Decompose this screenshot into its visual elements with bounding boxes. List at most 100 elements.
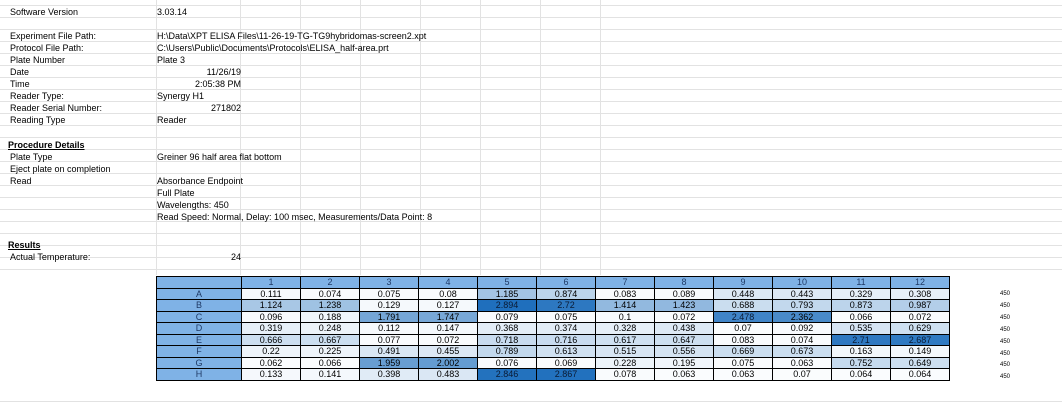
sheet-row-gridline bbox=[0, 101, 1062, 102]
plate-well-value: 0.064 bbox=[831, 368, 891, 381]
plate-well-value: 1.423 bbox=[654, 299, 714, 312]
sheet-column-gridline bbox=[420, 0, 421, 275]
actual-temperature-value: 24 bbox=[230, 252, 241, 262]
plate-well-value: 0.617 bbox=[595, 333, 655, 346]
plate-well-value: 0.141 bbox=[300, 368, 360, 381]
date-value: 11/26/19 bbox=[206, 67, 241, 77]
plate-well-value: 1.414 bbox=[595, 299, 655, 312]
plate-well-value: 0.491 bbox=[359, 345, 419, 358]
sheet-row-gridline bbox=[0, 209, 1062, 210]
plate-well-value: 0.874 bbox=[536, 287, 596, 300]
plate-well-value: 1.185 bbox=[477, 287, 537, 300]
plate-well-value: 0.987 bbox=[890, 299, 950, 312]
plate-well-value: 0.448 bbox=[713, 287, 773, 300]
sheet-column-gridline bbox=[360, 0, 361, 275]
actual-temperature-label: Actual Temperature: bbox=[10, 252, 91, 262]
plate-well-value: 0.063 bbox=[772, 356, 832, 369]
plate-well-value: 0.078 bbox=[595, 368, 655, 381]
plate-well-value: 0.248 bbox=[300, 322, 360, 335]
read-speed: Read Speed: Normal, Delay: 100 msec, Mea… bbox=[157, 212, 433, 222]
plate-well-value: 0.063 bbox=[713, 368, 773, 381]
sheet-row-gridline bbox=[0, 197, 1062, 198]
plate-well-value: 0.368 bbox=[477, 322, 537, 335]
plate-well-value: 0.328 bbox=[595, 322, 655, 335]
plate-number-value: Plate 3 bbox=[157, 55, 186, 65]
plate-well-value: 0.066 bbox=[831, 310, 891, 323]
sheet-row-gridline bbox=[0, 5, 1062, 6]
protocol-file-label: Protocol File Path: bbox=[10, 43, 84, 53]
plate-well-value: 0.649 bbox=[890, 356, 950, 369]
sheet-row-gridline bbox=[0, 113, 1062, 114]
sheet-column-gridline bbox=[240, 0, 241, 275]
results-heading: Results bbox=[8, 240, 41, 250]
plate-well-value: 0.077 bbox=[359, 333, 419, 346]
read-wavelengths: Wavelengths: 450 bbox=[157, 200, 229, 210]
reader-type-value: Synergy H1 bbox=[157, 91, 205, 101]
protocol-file-value: C:\Users\Public\Documents\Protocols\ELIS… bbox=[157, 43, 389, 53]
plate-well-value: 0.398 bbox=[359, 368, 419, 381]
plate-column-header: 6 bbox=[536, 276, 596, 289]
plate-well-value: 0.793 bbox=[772, 299, 832, 312]
row-wavelength-label: 450 bbox=[1000, 302, 1011, 309]
sheet-row-gridline bbox=[0, 245, 1062, 246]
plate-well-value: 0.455 bbox=[418, 345, 478, 358]
plate-well-value: 0.22 bbox=[241, 345, 301, 358]
experiment-file-label: Experiment File Path: bbox=[10, 31, 97, 41]
plate-well-value: 0.083 bbox=[595, 287, 655, 300]
plate-well-value: 1.238 bbox=[300, 299, 360, 312]
plate-well-value: 0.613 bbox=[536, 345, 596, 358]
plate-row: E 0.666 0.667 0.077 0.072 0.718 0.716 0.617 0.64… bbox=[156, 333, 950, 346]
sheet-row-gridline bbox=[0, 173, 1062, 174]
plate-well-value: 0.149 bbox=[890, 345, 950, 358]
plate-well-value: 2.687 bbox=[890, 333, 950, 346]
plate-results-table: 1 2 3 4 5 6 7 8 9 10 11 12 A 0.111 0.074 0.075 0.08 1.185… bbox=[156, 276, 950, 381]
plate-well-value: 0.076 bbox=[477, 356, 537, 369]
plate-well-value: 0.718 bbox=[477, 333, 537, 346]
sheet-column-gridline bbox=[156, 0, 157, 275]
plate-column-header: 11 bbox=[831, 276, 891, 289]
time-label: Time bbox=[10, 79, 30, 89]
plate-well-value: 0.308 bbox=[890, 287, 950, 300]
plate-well-value: 0.08 bbox=[418, 287, 478, 300]
reading-type-label: Reading Type bbox=[10, 115, 66, 125]
sheet-column-gridline bbox=[300, 0, 301, 275]
plate-well-value: 0.096 bbox=[241, 310, 301, 323]
plate-row: D 0.319 0.248 0.112 0.147 0.368 0.374 0.328 0.43… bbox=[156, 322, 950, 335]
plate-well-value: 0.669 bbox=[713, 345, 773, 358]
reader-type-label: Reader Type: bbox=[10, 91, 64, 101]
sheet-row-gridline bbox=[0, 137, 1062, 138]
plate-row-label: H bbox=[156, 368, 242, 381]
plate-header-row: 1 2 3 4 5 6 7 8 9 10 11 12 bbox=[156, 276, 950, 289]
plate-well-value: 0.072 bbox=[890, 310, 950, 323]
plate-column-header: 4 bbox=[418, 276, 478, 289]
sheet-row-gridline bbox=[0, 125, 1062, 126]
plate-well-value: 0.629 bbox=[890, 322, 950, 335]
read-mode: Absorbance Endpoint bbox=[157, 176, 244, 186]
plate-well-value: 1.959 bbox=[359, 356, 419, 369]
sheet-row-gridline bbox=[0, 269, 1062, 270]
plate-well-value: 0.075 bbox=[536, 310, 596, 323]
plate-column-header: 3 bbox=[359, 276, 419, 289]
sheet-row-gridline bbox=[0, 401, 1062, 402]
plate-well-value: 1.747 bbox=[418, 310, 478, 323]
plate-well-value: 2.72 bbox=[536, 299, 596, 312]
plate-column-header: 5 bbox=[477, 276, 537, 289]
read-area: Full Plate bbox=[157, 188, 195, 198]
row-wavelength-label: 450 bbox=[1000, 362, 1011, 369]
plate-column-header: 8 bbox=[654, 276, 714, 289]
date-label: Date bbox=[10, 67, 30, 77]
reading-type-value: Reader bbox=[157, 115, 187, 125]
row-wavelength-label: 450 bbox=[1000, 326, 1011, 333]
plate-well-value: 2.002 bbox=[418, 356, 478, 369]
plate-well-value: 0.789 bbox=[477, 345, 537, 358]
plate-well-value: 0.074 bbox=[772, 333, 832, 346]
plate-well-value: 1.791 bbox=[359, 310, 419, 323]
plate-column-header: 7 bbox=[595, 276, 655, 289]
procedure-details-heading: Procedure Details bbox=[8, 140, 85, 150]
plate-column-header: 2 bbox=[300, 276, 360, 289]
plate-well-value: 2.894 bbox=[477, 299, 537, 312]
row-wavelength-label: 450 bbox=[1000, 350, 1011, 357]
plate-well-value: 0.873 bbox=[831, 299, 891, 312]
plate-well-value: 0.089 bbox=[654, 287, 714, 300]
eject-plate-label: Eject plate on completion bbox=[10, 164, 111, 174]
